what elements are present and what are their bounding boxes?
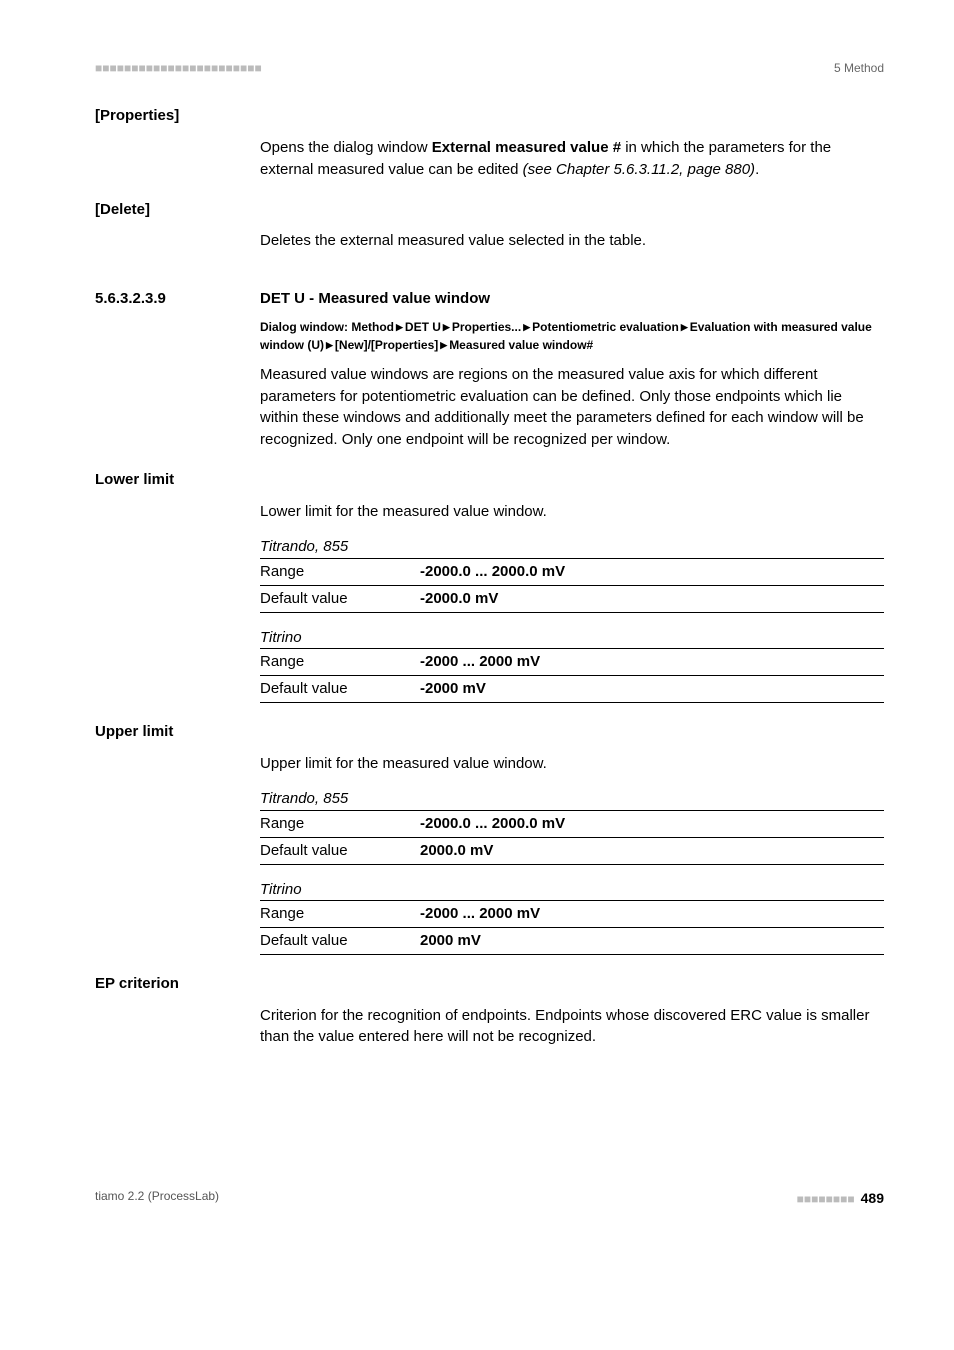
footer-left: tiamo 2.2 (ProcessLab) bbox=[95, 1188, 219, 1208]
properties-label: [Properties] bbox=[95, 105, 260, 127]
lower-limit-block: Lower limit bbox=[95, 469, 884, 491]
upper-group2-title: Titrino bbox=[260, 879, 884, 901]
table-row: Default value 2000.0 mV bbox=[260, 837, 884, 865]
header-dots: ■■■■■■■■■■■■■■■■■■■■■■■ bbox=[95, 60, 262, 77]
table-row: Range -2000 ... 2000 mV bbox=[260, 900, 884, 927]
range-val: -2000 ... 2000 mV bbox=[420, 651, 540, 673]
triangle-icon: ▶ bbox=[441, 322, 452, 332]
breadcrumb-row: Dialog window: Method▶DET U▶Properties..… bbox=[95, 318, 884, 461]
triangle-icon: ▶ bbox=[438, 340, 449, 350]
breadcrumb-p4: Potentiometric evaluation bbox=[532, 320, 679, 334]
properties-text: Opens the dialog window External measure… bbox=[260, 137, 884, 181]
heading-title: DET U - Measured value window bbox=[260, 288, 490, 310]
upper-group1-table: Range -2000.0 ... 2000.0 mV Default valu… bbox=[260, 810, 884, 865]
ep-criterion-label: EP criterion bbox=[95, 973, 260, 995]
header-section: 5 Method bbox=[834, 60, 884, 77]
table-row: Range -2000.0 ... 2000.0 mV bbox=[260, 558, 884, 585]
properties-block: [Properties] bbox=[95, 105, 884, 127]
upper-limit-label: Upper limit bbox=[95, 721, 260, 743]
triangle-icon: ▶ bbox=[394, 322, 405, 332]
delete-body-row: Deletes the external measured value sele… bbox=[95, 228, 884, 262]
range-val: -2000.0 ... 2000.0 mV bbox=[420, 561, 565, 583]
footer-dots: ■■■■■■■■ bbox=[797, 1192, 861, 1206]
range-val: -2000 ... 2000 mV bbox=[420, 903, 540, 925]
breadcrumb-p3: Properties... bbox=[452, 320, 521, 334]
properties-bold-1: External measured value # bbox=[432, 139, 621, 156]
table-row: Default value -2000.0 mV bbox=[260, 585, 884, 613]
section-heading: 5.6.3.2.3.9 DET U - Measured value windo… bbox=[95, 288, 884, 310]
breadcrumb-p2: DET U bbox=[405, 320, 441, 334]
range-key: Range bbox=[260, 813, 420, 835]
triangle-icon: ▶ bbox=[324, 340, 335, 350]
default-val: 2000 mV bbox=[420, 930, 481, 952]
range-key: Range bbox=[260, 651, 420, 673]
heading-number: 5.6.3.2.3.9 bbox=[95, 288, 260, 310]
lower-limit-desc: Lower limit for the measured value windo… bbox=[260, 501, 884, 523]
intro-text: Measured value windows are regions on th… bbox=[260, 364, 884, 451]
upper-group2-table: Range -2000 ... 2000 mV Default value 20… bbox=[260, 900, 884, 955]
default-key: Default value bbox=[260, 588, 420, 610]
table-row: Range -2000 ... 2000 mV bbox=[260, 648, 884, 675]
default-val: -2000.0 mV bbox=[420, 588, 498, 610]
page-header: ■■■■■■■■■■■■■■■■■■■■■■■ 5 Method bbox=[95, 60, 884, 77]
properties-body-row: Opens the dialog window External measure… bbox=[95, 135, 884, 191]
delete-text: Deletes the external measured value sele… bbox=[260, 230, 884, 252]
lower-limit-body: Lower limit for the measured value windo… bbox=[95, 499, 884, 703]
properties-text-3: . bbox=[755, 161, 759, 178]
footer-page: 489 bbox=[861, 1190, 884, 1206]
lower-group2-title: Titrino bbox=[260, 627, 884, 649]
default-val: -2000 mV bbox=[420, 678, 486, 700]
range-key: Range bbox=[260, 561, 420, 583]
delete-label: [Delete] bbox=[95, 199, 260, 221]
properties-text-1: Opens the dialog window bbox=[260, 139, 432, 156]
ep-criterion-block: EP criterion bbox=[95, 973, 884, 995]
breadcrumb-p6: [New]/[Properties] bbox=[335, 338, 438, 352]
upper-limit-body: Upper limit for the measured value windo… bbox=[95, 751, 884, 955]
upper-group1-title: Titrando, 855 bbox=[260, 788, 884, 810]
page-footer: tiamo 2.2 (ProcessLab) ■■■■■■■■489 bbox=[95, 1188, 884, 1208]
range-key: Range bbox=[260, 903, 420, 925]
lower-group1-table: Range -2000.0 ... 2000.0 mV Default valu… bbox=[260, 558, 884, 613]
lower-limit-label: Lower limit bbox=[95, 469, 260, 491]
table-row: Default value -2000 mV bbox=[260, 675, 884, 703]
range-val: -2000.0 ... 2000.0 mV bbox=[420, 813, 565, 835]
triangle-icon: ▶ bbox=[521, 322, 532, 332]
ep-criterion-body: Criterion for the recognition of endpoin… bbox=[95, 1003, 884, 1059]
default-key: Default value bbox=[260, 840, 420, 862]
table-row: Range -2000.0 ... 2000.0 mV bbox=[260, 810, 884, 837]
upper-limit-desc: Upper limit for the measured value windo… bbox=[260, 753, 884, 775]
breadcrumb-prefix: Dialog window: bbox=[260, 320, 351, 334]
default-key: Default value bbox=[260, 678, 420, 700]
lower-group2-table: Range -2000 ... 2000 mV Default value -2… bbox=[260, 648, 884, 703]
default-val: 2000.0 mV bbox=[420, 840, 493, 862]
ep-criterion-desc: Criterion for the recognition of endpoin… bbox=[260, 1005, 884, 1049]
breadcrumb: Dialog window: Method▶DET U▶Properties..… bbox=[260, 318, 884, 354]
table-row: Default value 2000 mV bbox=[260, 927, 884, 955]
triangle-icon: ▶ bbox=[679, 322, 690, 332]
breadcrumb-p7: Measured value window# bbox=[449, 338, 593, 352]
default-key: Default value bbox=[260, 930, 420, 952]
properties-italic-1: (see Chapter 5.6.3.11.2, page 880) bbox=[523, 161, 755, 178]
breadcrumb-p1: Method bbox=[351, 320, 394, 334]
upper-limit-block: Upper limit bbox=[95, 721, 884, 743]
delete-block: [Delete] bbox=[95, 199, 884, 221]
lower-group1-title: Titrando, 855 bbox=[260, 536, 884, 558]
footer-right: ■■■■■■■■489 bbox=[797, 1188, 884, 1208]
